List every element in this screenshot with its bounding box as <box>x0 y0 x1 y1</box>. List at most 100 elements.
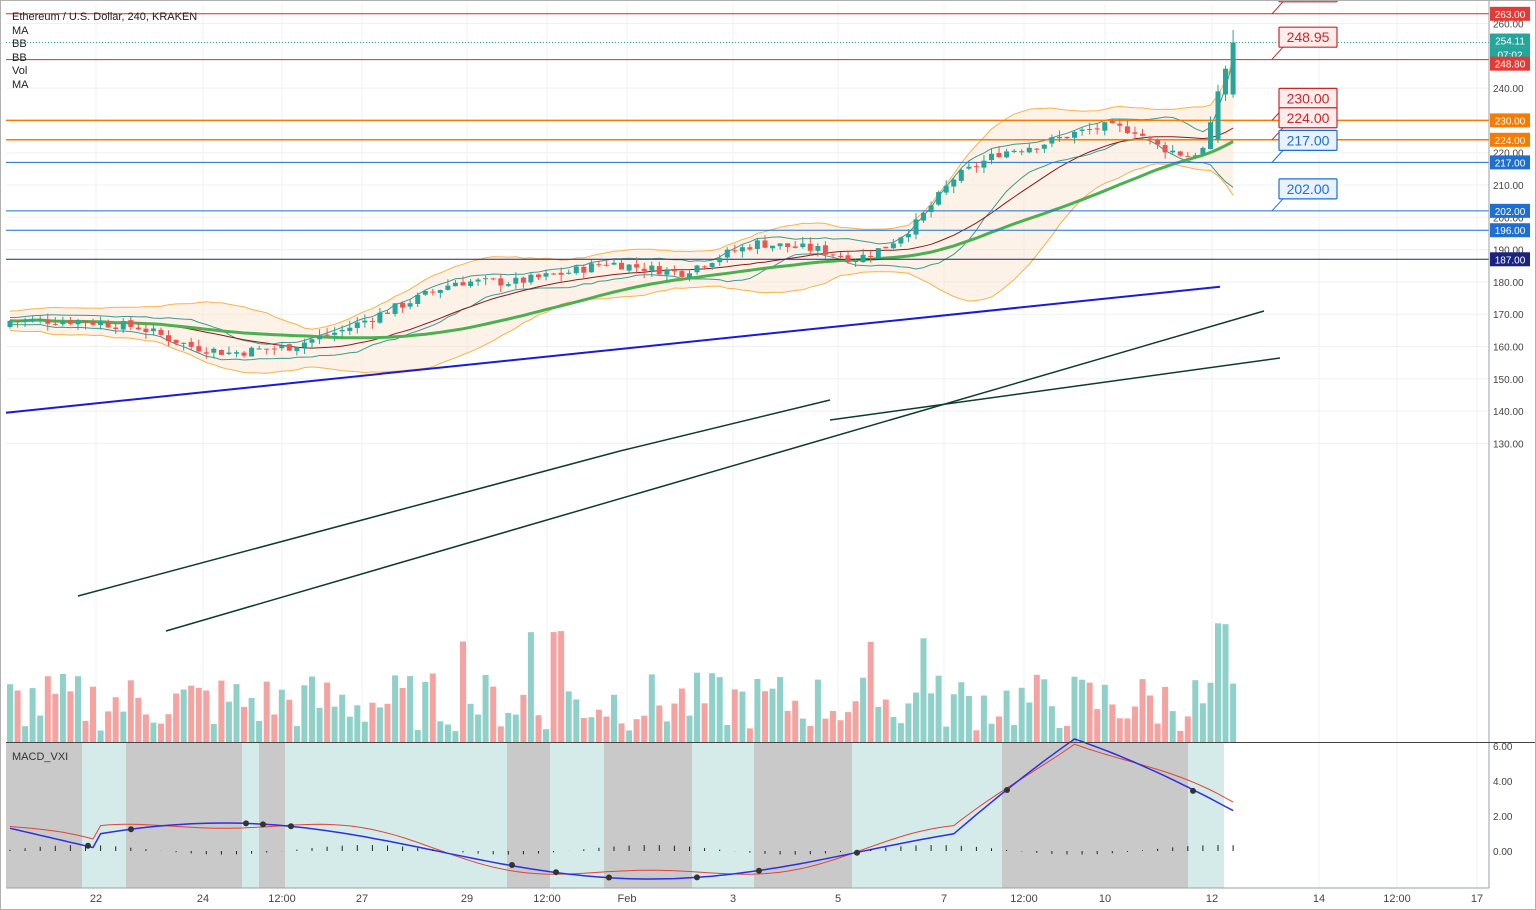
scale-label-text: 248.80 <box>1495 60 1526 71</box>
candle-body <box>913 219 919 235</box>
volume-bar <box>1003 690 1010 742</box>
indicator-bb-1[interactable]: BB <box>12 38 27 50</box>
volume-bar <box>1064 725 1070 742</box>
candle-body <box>566 272 572 274</box>
x-tick-label: 10 <box>1099 893 1111 905</box>
volume-bar <box>67 691 74 742</box>
candle-body <box>513 277 519 284</box>
volume-bar <box>875 707 882 742</box>
volume-bar <box>1086 682 1093 742</box>
candle-body <box>641 268 647 272</box>
y-tick-label: 210.00 <box>1493 181 1524 192</box>
candle-body <box>845 255 851 263</box>
callout-label: 230.00 <box>1287 90 1330 106</box>
x-tick-label: 17 <box>1471 893 1483 905</box>
candle-body <box>671 270 677 272</box>
volume-bar <box>263 681 270 742</box>
candle-body <box>98 322 104 326</box>
volume-bar <box>512 714 519 742</box>
volume-bar <box>573 699 580 742</box>
candle-body <box>717 257 723 263</box>
y-tick-label: 130.00 <box>1493 439 1524 450</box>
candle-body <box>875 248 881 258</box>
x-tick-label: 29 <box>461 893 473 905</box>
macd-cross-dot <box>694 874 700 881</box>
candle-body <box>958 169 964 181</box>
x-tick-label: 24 <box>197 893 209 905</box>
volume-bar <box>988 723 995 742</box>
candle-body <box>724 249 730 258</box>
y-tick-label: 150.00 <box>1493 375 1524 386</box>
volume-bar <box>980 695 987 742</box>
indicator-bb-2[interactable]: BB <box>12 51 27 64</box>
volume-bar <box>520 694 527 742</box>
candle-body <box>460 282 466 286</box>
candle-body <box>551 273 557 275</box>
volume-bar <box>1041 679 1048 742</box>
volume-bar <box>867 641 874 742</box>
macd-band <box>259 743 285 888</box>
candle-body <box>1223 68 1228 95</box>
volume-bar <box>407 676 414 742</box>
macd-band <box>126 743 242 888</box>
bb-upper <box>9 60 1234 330</box>
volume-bar <box>580 717 587 742</box>
volume-bar <box>59 674 66 742</box>
candle-body <box>1200 147 1206 155</box>
volume-bar <box>550 632 557 742</box>
volume-bar <box>271 714 278 742</box>
price-scale-labels: 275.00263.00254.1107:02248.80230.00224.0… <box>1490 6 1530 266</box>
macd-cross-dot <box>553 869 559 876</box>
callout-label: 224.00 <box>1287 110 1330 126</box>
macd-band <box>604 743 692 888</box>
volume-bar <box>369 702 376 742</box>
macd-band <box>550 743 604 888</box>
callout-box <box>1278 178 1338 200</box>
y-tick-label: 190.00 <box>1493 246 1524 257</box>
candle-body <box>702 266 708 268</box>
indicator-ma-1[interactable]: MA <box>12 24 29 37</box>
candle-body <box>860 254 866 263</box>
candle-body <box>898 237 904 244</box>
macd-cross-dot <box>756 867 762 874</box>
candle-body <box>822 245 828 255</box>
volume-bar <box>225 701 232 742</box>
candle-body <box>951 179 957 187</box>
candle-body <box>1117 123 1123 126</box>
candle-body <box>1147 136 1153 139</box>
volume-bar <box>1169 711 1176 742</box>
scale-label-bg <box>1490 6 1530 21</box>
candle-body <box>324 334 330 336</box>
volume-bar <box>1101 684 1108 742</box>
candle-body <box>113 327 119 329</box>
volume-bar <box>913 692 919 742</box>
macd-tick-label: 6.00 <box>1493 742 1513 753</box>
volume-bar <box>173 693 180 742</box>
macd-panel-title[interactable]: MACD_VXI <box>12 751 69 763</box>
volume-bar <box>588 717 595 742</box>
volume-bar <box>920 638 927 742</box>
candle-body <box>143 328 149 333</box>
indicator-vol[interactable]: Vol <box>12 65 28 77</box>
candle-body <box>1208 122 1213 149</box>
volume-bar <box>384 703 391 742</box>
scale-label-text: 196.00 <box>1495 226 1526 237</box>
candle-body <box>128 320 134 327</box>
ma-maroon <box>9 127 1234 349</box>
macd-tick-label: 0.00 <box>1493 847 1513 858</box>
volume-bar <box>671 703 678 742</box>
candle-body <box>173 339 179 344</box>
bb-lower <box>9 163 1234 374</box>
candle-body <box>1102 122 1108 131</box>
candle-body <box>634 264 640 268</box>
scale-label-bg <box>1490 155 1530 170</box>
candle-body <box>619 262 624 270</box>
candle-body <box>536 274 541 278</box>
volume-bar <box>392 675 399 742</box>
candle-body <box>1034 148 1040 150</box>
macd-cross-dot <box>606 874 612 881</box>
candle-body <box>528 274 534 283</box>
indicator-ma-2[interactable]: MA <box>12 78 29 91</box>
volume-bar <box>29 688 36 742</box>
